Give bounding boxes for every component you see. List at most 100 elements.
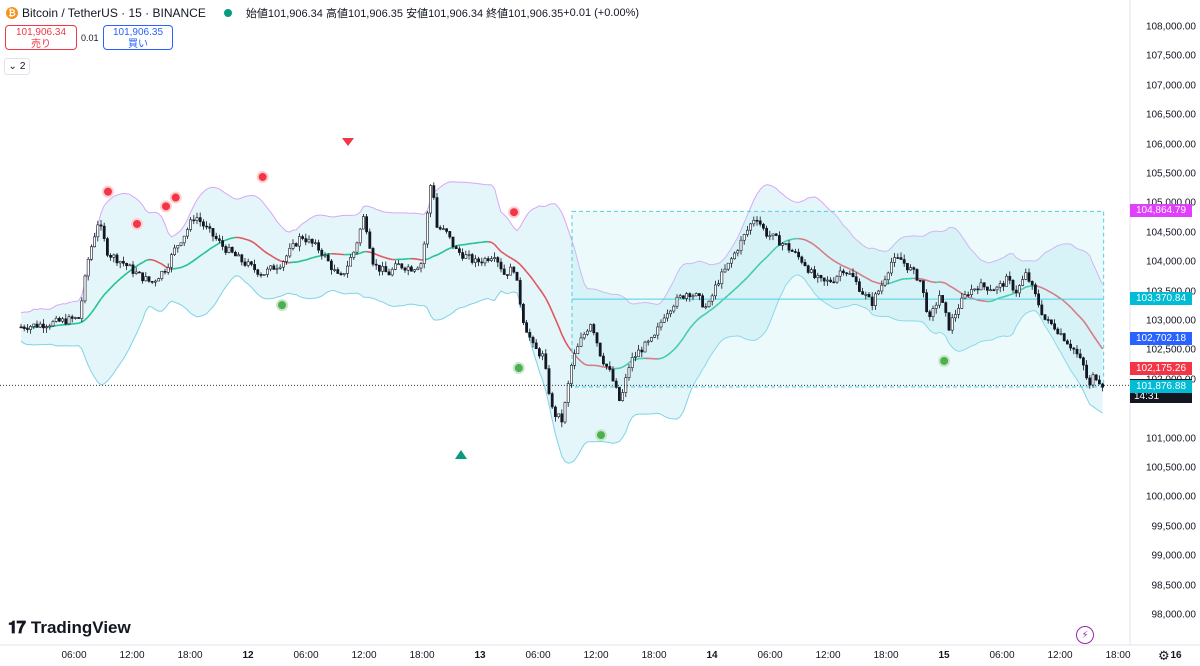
- candle-body: [569, 365, 573, 384]
- candle-body: [963, 294, 967, 299]
- candle-body: [246, 261, 250, 266]
- candle: [525, 320, 529, 333]
- candle-body: [733, 252, 737, 260]
- trend-line-segment: [826, 255, 832, 260]
- price-tag: 102,702.18: [1130, 331, 1192, 345]
- trend-line-segment: [753, 266, 758, 271]
- candle: [74, 316, 77, 320]
- candle: [253, 259, 257, 273]
- candle-body: [861, 291, 865, 295]
- candle-body: [256, 269, 260, 275]
- candle: [521, 302, 525, 326]
- candle-body: [662, 317, 666, 323]
- time-axis-label: 18:00: [873, 650, 899, 661]
- candle: [633, 351, 637, 362]
- trend-line-segment: [737, 282, 742, 288]
- buy-button[interactable]: 101,906.35 買い: [103, 25, 173, 50]
- lightning-icon[interactable]: ⚡: [1076, 626, 1094, 644]
- candle-body: [553, 406, 557, 417]
- symbol-header[interactable]: ₿ Bitcoin / TetherUS · 15 · BINANCE 始値10…: [6, 4, 639, 22]
- candle-body: [685, 293, 689, 299]
- candle-body: [1091, 374, 1095, 386]
- candle-body: [771, 233, 775, 237]
- tradingview-logo[interactable]: 𝟏𝟕 TradingView: [8, 618, 131, 638]
- candle: [35, 320, 39, 328]
- candle: [128, 263, 132, 267]
- candle: [870, 292, 874, 311]
- candle: [234, 250, 237, 257]
- candle: [285, 254, 289, 265]
- candle-body: [198, 217, 202, 223]
- candle-body: [365, 216, 369, 233]
- candle: [915, 268, 919, 281]
- buy-signal-dot: [938, 354, 951, 367]
- candle-body: [93, 236, 97, 248]
- candle-body: [518, 280, 522, 305]
- sell-arrow-marker: [342, 138, 354, 146]
- candle: [704, 303, 708, 310]
- time-axis-label: 18:00: [1105, 650, 1131, 661]
- trend-line-segment: [1098, 343, 1104, 350]
- candle: [877, 289, 881, 296]
- time-axis-label: 18:00: [177, 650, 203, 661]
- trend-line-segment: [161, 263, 166, 267]
- candle-body: [1062, 333, 1066, 342]
- candle: [1027, 268, 1031, 283]
- time-axis-label: 06:00: [989, 650, 1015, 661]
- candle: [765, 225, 769, 239]
- trend-line-segment: [1057, 295, 1062, 300]
- candle: [106, 236, 109, 258]
- candle: [921, 280, 925, 298]
- price-axis-label: 103,000.00: [1145, 315, 1196, 327]
- indicators-toggle-button[interactable]: ⌄ 2: [4, 58, 30, 75]
- candle: [825, 276, 829, 286]
- candle: [61, 316, 65, 324]
- candle: [230, 246, 234, 254]
- trend-line-segment: [493, 243, 499, 249]
- trend-line-segment: [862, 275, 867, 279]
- candle-body: [186, 229, 189, 237]
- trend-line-segment: [1051, 292, 1055, 296]
- candle: [1014, 285, 1018, 297]
- time-axis-label: 18:00: [641, 650, 667, 661]
- candle-body: [86, 259, 90, 277]
- trend-line-segment: [106, 287, 112, 292]
- candle: [1053, 319, 1057, 331]
- trend-line-segment: [311, 256, 316, 259]
- candle-body: [806, 265, 810, 273]
- gear-icon[interactable]: ⚙: [1158, 648, 1170, 663]
- candle-body: [163, 271, 167, 273]
- trend-line-segment: [183, 264, 188, 268]
- candle-body: [537, 348, 541, 357]
- trend-line-segment: [302, 259, 306, 262]
- trend-line-segment: [622, 364, 627, 368]
- trend-line-segment: [196, 255, 201, 259]
- candle: [150, 280, 154, 285]
- trend-line-segment: [122, 272, 128, 277]
- candle-body: [409, 266, 413, 272]
- buy-signal-dot: [595, 429, 607, 442]
- trend-line-segment: [600, 365, 604, 368]
- symbol-title[interactable]: Bitcoin / TetherUS · 15 · BINANCE: [22, 6, 206, 20]
- trend-line-segment: [830, 257, 835, 262]
- trend-line-segment: [215, 242, 220, 246]
- trend-line-segment: [142, 259, 147, 264]
- candle: [179, 242, 183, 247]
- candle-body: [969, 289, 973, 296]
- candle: [621, 389, 625, 402]
- candle: [208, 223, 212, 233]
- candle-body: [793, 251, 797, 253]
- trend-line-segment: [887, 281, 892, 285]
- candle-body: [83, 275, 87, 302]
- sell-button[interactable]: 101,906.34 売り: [5, 25, 77, 50]
- candle: [102, 222, 106, 242]
- time-axis-label: 12:00: [1047, 650, 1073, 661]
- candle: [243, 258, 247, 268]
- price-axis-label: 105,000.00: [1146, 198, 1196, 209]
- trend-line-segment: [525, 271, 531, 277]
- candle: [998, 280, 1002, 293]
- candle-body: [275, 268, 279, 270]
- candle: [294, 242, 298, 247]
- trend-line-segment: [619, 366, 623, 369]
